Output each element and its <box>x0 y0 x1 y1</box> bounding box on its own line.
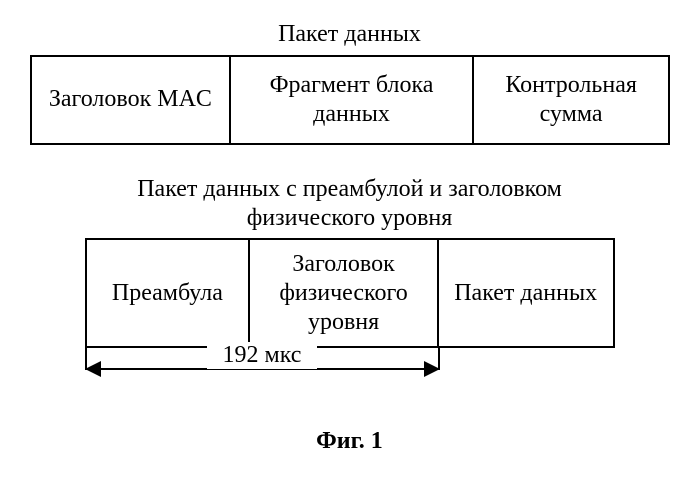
figure-label: Фиг. 1 <box>30 428 669 455</box>
cell-data-fragment: Фрагмент блока данных <box>231 57 474 143</box>
cell-phy-header: Заголовок физического уровня <box>250 240 439 346</box>
diagram2-title: Пакет данных с преамбулой и заголовком ф… <box>85 175 615 233</box>
cell-preamble: Преамбула <box>87 240 251 346</box>
arrow-left-icon <box>85 361 101 377</box>
packet-diagram-1: Пакет данных Заголовок MAC Фрагмент блок… <box>30 20 669 145</box>
dimension-192us: 192 мкс <box>85 348 440 398</box>
diagram1-row: Заголовок MAC Фрагмент блока данных Конт… <box>30 55 670 145</box>
diagram2-row: Преамбула Заголовок физического уровня П… <box>85 238 615 348</box>
dimension-label: 192 мкс <box>207 342 317 369</box>
arrow-right-icon <box>424 361 440 377</box>
packet-diagram-2: Пакет данных с преамбулой и заголовком ф… <box>30 175 669 399</box>
cell-mac-header: Заголовок MAC <box>32 57 231 143</box>
diagram1-title: Пакет данных <box>30 20 669 49</box>
cell-checksum: Контрольная сумма <box>474 57 668 143</box>
cell-data-packet: Пакет данных <box>439 240 613 346</box>
